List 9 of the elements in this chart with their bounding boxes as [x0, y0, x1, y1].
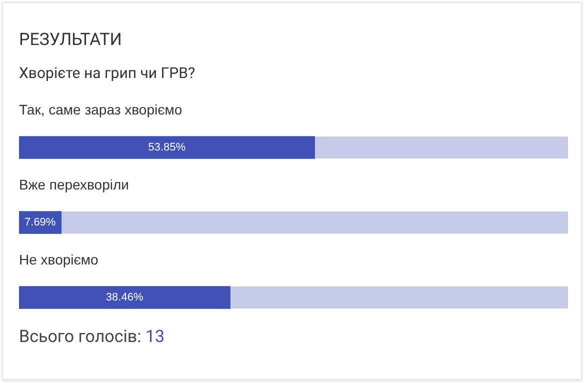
- annotation: Всього голосів: 13: [19, 327, 165, 347]
- y-tick-label: Не хворіємо: [19, 251, 99, 268]
- chart-title: РЕЗУЛЬТАТИ: [19, 30, 122, 50]
- data-label: 53.85%: [148, 142, 186, 154]
- chart-subtitle: Хворієте на грип чи ГРВ?: [19, 64, 196, 82]
- y-tick-label: Так, саме зараз хворіємо: [19, 101, 182, 118]
- y-tick-label: Вже перехворіли: [19, 176, 129, 192]
- data-label: 38.46%: [106, 292, 144, 304]
- data-label: 7.69%: [24, 216, 56, 229]
